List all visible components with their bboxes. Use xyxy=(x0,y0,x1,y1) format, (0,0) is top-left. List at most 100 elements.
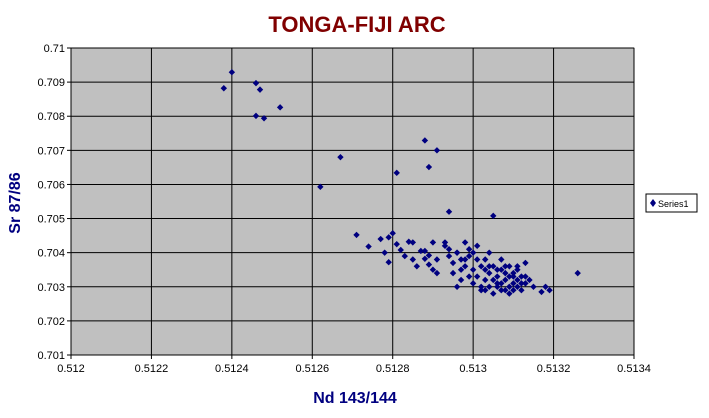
data-point xyxy=(473,242,481,250)
data-point xyxy=(465,252,473,260)
data-point xyxy=(381,249,388,256)
data-point xyxy=(385,234,392,241)
data-point xyxy=(473,256,481,263)
y-tick-label: 0.71 xyxy=(44,43,65,55)
legend-box xyxy=(645,193,698,213)
data-point xyxy=(482,286,489,294)
data-point xyxy=(542,283,549,290)
data-point xyxy=(317,183,324,191)
data-point xyxy=(514,276,521,284)
data-point xyxy=(490,263,497,270)
data-point xyxy=(490,290,497,297)
data-point xyxy=(252,112,260,120)
data-point xyxy=(433,147,441,154)
y-tick-label: 0.702 xyxy=(37,316,65,328)
data-point xyxy=(502,286,509,294)
data-point xyxy=(522,273,529,280)
data-point xyxy=(490,212,497,220)
data-point xyxy=(530,283,537,290)
data-point xyxy=(514,266,521,273)
data-point xyxy=(506,290,513,297)
data-point xyxy=(510,273,517,280)
y-tick-label: 0.706 xyxy=(37,179,65,191)
data-point xyxy=(526,276,533,284)
data-point xyxy=(469,249,477,256)
data-point xyxy=(469,280,477,287)
data-point xyxy=(510,269,517,277)
data-point xyxy=(461,239,469,246)
data-point xyxy=(469,266,477,273)
data-point xyxy=(453,249,461,256)
y-tick-label: 0.708 xyxy=(37,111,65,123)
data-point xyxy=(502,263,509,270)
data-point xyxy=(494,273,501,280)
data-point xyxy=(449,259,457,267)
data-point xyxy=(441,242,449,250)
gridlines xyxy=(67,47,635,359)
data-point xyxy=(510,286,517,294)
data-point xyxy=(518,280,525,287)
data-point xyxy=(445,208,453,215)
y-tick-label: 0.705 xyxy=(37,214,65,226)
x-axis-label: Nd 143/144 xyxy=(313,390,397,407)
legend-marker-icon xyxy=(650,199,656,207)
y-tick-label: 0.703 xyxy=(37,282,65,294)
data-point xyxy=(482,276,489,284)
data-point xyxy=(574,269,581,277)
data-point xyxy=(518,286,525,294)
data-point xyxy=(433,256,441,263)
data-point xyxy=(514,263,521,270)
legend: Series1 xyxy=(645,193,698,213)
data-point xyxy=(494,280,501,287)
x-tick-label: 0.513 xyxy=(459,363,487,375)
data-point xyxy=(276,104,284,111)
data-point xyxy=(425,163,433,171)
data-point xyxy=(538,288,545,296)
data-point xyxy=(441,239,449,246)
data-point xyxy=(518,273,525,280)
data-point xyxy=(260,115,268,122)
data-point xyxy=(461,263,469,270)
data-point xyxy=(477,283,485,290)
data-point xyxy=(498,286,505,294)
y-axis-label: Sr 87/86 xyxy=(7,172,24,233)
chart-title: TONGA-FIJI ARC xyxy=(268,12,445,37)
x-tick-label: 0.512 xyxy=(57,363,85,375)
y-tick-label: 0.704 xyxy=(37,248,65,260)
data-point xyxy=(490,276,497,284)
data-point xyxy=(461,256,469,263)
data-point xyxy=(498,280,505,287)
data-point xyxy=(477,286,485,294)
data-point xyxy=(546,286,553,294)
data-point xyxy=(506,263,513,270)
y-tick-labels: 0.701 0.702 0.703 0.704 0.705 0.706 0.707 0.708… xyxy=(37,43,65,362)
data-point xyxy=(502,276,509,284)
data-point xyxy=(482,256,489,263)
data-point xyxy=(473,273,481,280)
x-tick-label: 0.5134 xyxy=(617,363,651,375)
x-tick-label: 0.5124 xyxy=(215,363,249,375)
x-tick-label: 0.5132 xyxy=(537,363,571,375)
data-point xyxy=(498,266,505,273)
data-point xyxy=(514,283,521,290)
data-point xyxy=(445,252,453,260)
data-point xyxy=(429,266,437,273)
data-point xyxy=(494,266,501,273)
y-tick-label: 0.707 xyxy=(37,145,65,157)
data-point xyxy=(365,243,372,250)
data-point xyxy=(337,153,344,161)
data-point xyxy=(494,283,501,290)
data-point xyxy=(397,246,404,254)
data-point xyxy=(393,240,400,248)
data-point xyxy=(256,86,264,93)
legend-entry-series1: Series1 xyxy=(658,199,689,209)
data-point xyxy=(401,252,408,260)
data-point xyxy=(405,238,412,245)
data-point xyxy=(220,85,228,92)
data-point xyxy=(389,230,396,237)
data-point xyxy=(425,261,433,268)
data-point xyxy=(433,269,441,277)
x-tick-labels: 0.512 0.5122 0.5124 0.5126 0.5128 0.513 0.5132… xyxy=(57,363,651,375)
data-point xyxy=(465,273,473,280)
